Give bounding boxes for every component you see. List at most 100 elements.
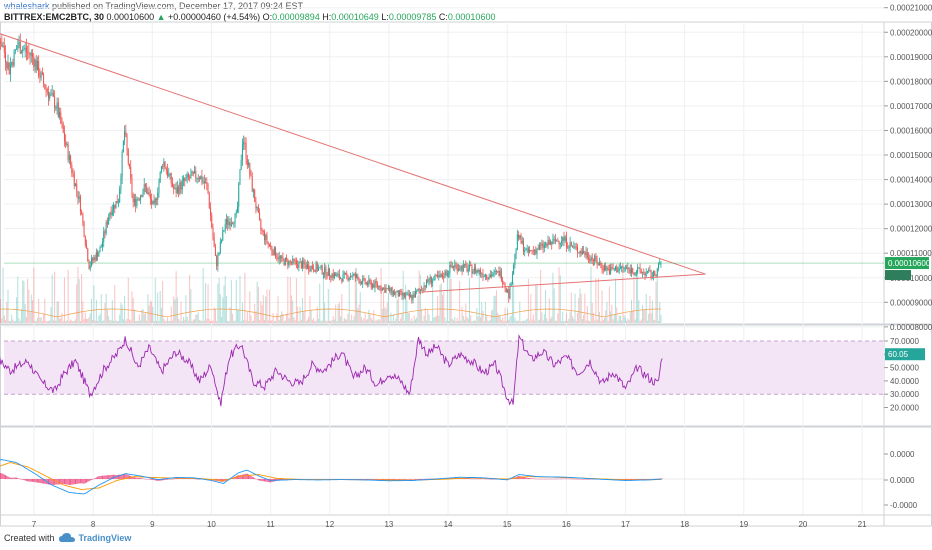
macd-hist-bar — [176, 478, 178, 479]
macd-hist-bar — [171, 478, 173, 480]
macd-hist-bar — [248, 474, 250, 479]
candle-body — [60, 112, 62, 124]
volume-bar — [121, 304, 123, 323]
candle-body — [185, 177, 187, 181]
candle-body — [70, 155, 72, 166]
candle-body — [198, 177, 200, 180]
macd-hist-bar — [153, 479, 155, 481]
macd-hist-bar — [578, 478, 580, 480]
volume-bar — [568, 318, 570, 323]
volume-bar — [72, 320, 74, 323]
candle-body — [605, 265, 607, 271]
candle-body — [130, 166, 132, 179]
candle-body — [216, 256, 218, 267]
volume-bar — [634, 319, 636, 323]
volume-bar — [405, 284, 407, 323]
volume-bar — [272, 313, 274, 323]
macd-hist-bar — [421, 479, 423, 480]
macd-hist-bar — [545, 478, 547, 480]
volume-bar — [383, 291, 385, 323]
macd-line — [0, 459, 662, 495]
candle-body — [16, 48, 18, 50]
macd-hist-bar — [391, 479, 393, 480]
candle-body — [110, 212, 112, 215]
volume-bar — [527, 278, 529, 323]
volume-bar — [624, 317, 626, 323]
candle-body — [591, 257, 593, 261]
candle-body — [429, 276, 431, 282]
candle-body — [363, 278, 365, 280]
volume-bar — [356, 267, 358, 323]
candle-body — [2, 45, 4, 47]
candle-body — [327, 268, 329, 277]
tradingview-link[interactable]: TradingView — [78, 533, 132, 543]
candle-body — [158, 182, 160, 194]
volume-bar — [202, 267, 204, 323]
time-tick-label: 16 — [562, 520, 571, 529]
volume-bar — [594, 320, 596, 323]
volume-bar — [331, 319, 333, 323]
macd-hist-bar — [390, 479, 392, 480]
candle-body — [207, 184, 209, 194]
candle-body — [186, 174, 188, 178]
macd-hist-bar — [468, 478, 470, 480]
author-link[interactable]: whaleshark — [4, 1, 50, 11]
symbol-label: BITTREX:EMC2BTC, 30 — [4, 12, 105, 22]
volume-bar — [601, 290, 603, 323]
macd-hist-bar — [643, 479, 645, 480]
volume-bar — [110, 320, 112, 323]
macd-hist-bar — [105, 475, 107, 479]
candle-body — [87, 248, 89, 262]
macd-hist-bar — [575, 478, 577, 480]
volume-bar — [303, 312, 305, 323]
volume-bar — [46, 320, 48, 323]
candle-body — [461, 265, 463, 272]
volume-bar — [282, 313, 284, 323]
volume-bar — [646, 320, 648, 323]
open-value: 0.00009894 — [272, 12, 320, 22]
macd-hist-bar — [399, 479, 401, 480]
volume-bar — [81, 274, 83, 323]
candle-body — [3, 45, 5, 53]
macd-hist-bar — [164, 479, 166, 480]
volume-bar — [61, 312, 63, 323]
macd-hist-bar — [556, 478, 558, 480]
candle-body — [331, 273, 333, 278]
candle-body — [581, 250, 583, 254]
volume-bar — [572, 316, 574, 323]
created-with-text: Created with — [4, 533, 55, 543]
candle-body — [264, 231, 266, 241]
volume-bar — [363, 318, 365, 323]
volume-bar — [374, 320, 376, 323]
volume-bar — [586, 305, 588, 323]
volume-bar — [443, 291, 445, 323]
macd-hist-bar — [358, 479, 360, 480]
volume-bar — [268, 289, 270, 323]
volume-bar — [325, 320, 327, 323]
candle-body — [82, 213, 84, 223]
volume-bar — [397, 295, 399, 323]
volume-bar — [461, 307, 463, 323]
volume-bar — [0, 298, 2, 323]
candle-body — [250, 175, 252, 177]
candle-body — [249, 162, 251, 176]
macd-hist-bar — [124, 474, 126, 479]
candle-body — [244, 142, 246, 144]
candle-body — [240, 160, 242, 170]
candle-body — [238, 184, 240, 207]
volume-bar — [401, 313, 403, 323]
candle-body — [173, 186, 175, 189]
volume-bar — [109, 320, 111, 323]
candle-body — [41, 72, 43, 75]
candle-body — [596, 260, 598, 265]
volume-bar — [369, 314, 371, 323]
candle-body — [336, 274, 338, 276]
volume-bar — [264, 319, 266, 323]
candle-body — [537, 248, 539, 250]
volume-bar — [243, 320, 245, 323]
macd-hist-bar — [23, 479, 25, 481]
volume-bar — [349, 320, 351, 323]
volume-bar — [305, 320, 307, 323]
volume-bar — [611, 304, 613, 323]
